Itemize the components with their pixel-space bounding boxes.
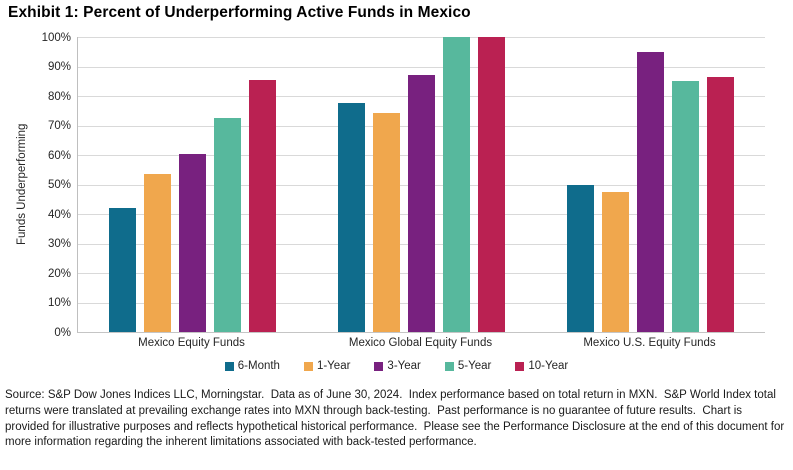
gridline — [78, 37, 765, 38]
y-tick-label: 60% — [47, 149, 71, 162]
bar-group — [536, 37, 765, 332]
bar-1-year-1 — [144, 174, 171, 332]
y-tick-label: 40% — [47, 208, 71, 221]
legend-label: 3-Year — [387, 360, 421, 372]
y-tick-label: 80% — [47, 90, 71, 103]
legend-label: 1-Year — [316, 360, 351, 372]
plot-area — [77, 37, 765, 333]
legend-swatch-icon — [374, 361, 384, 371]
bar-10-year-1 — [249, 79, 276, 332]
legend: 6-Month 1-Year 3-Year 5-Year 10-Year — [0, 360, 793, 372]
bar-groups — [78, 37, 765, 332]
bar-5-year-2 — [443, 37, 470, 332]
bar-1-year-3 — [602, 191, 629, 332]
legend-swatch-icon — [303, 361, 313, 371]
bar-5-year-1 — [214, 117, 241, 332]
legend-swatch-icon — [515, 361, 525, 371]
legend-swatch-icon — [224, 361, 234, 371]
legend-item-10-year: 10-Year — [515, 360, 568, 372]
category-label: Mexico U.S. Equity Funds — [583, 337, 716, 349]
y-tick-label: 0% — [54, 326, 71, 339]
legend-label: 10-Year — [528, 360, 569, 372]
bar-group — [78, 37, 307, 332]
category-label: Mexico Global Equity Funds — [348, 337, 493, 349]
bar-6-month-2 — [338, 102, 365, 332]
bar-1-year-2 — [373, 113, 400, 332]
y-tick-label: 90% — [47, 61, 71, 73]
legend-item-3-year: 3-Year — [374, 360, 421, 372]
legend-item-1-year: 1-Year — [303, 360, 351, 372]
bar-group — [307, 37, 536, 332]
bar-10-year-3 — [707, 76, 734, 332]
y-tick-label: 30% — [47, 238, 71, 250]
y-tick-label: 70% — [47, 120, 71, 132]
legend-item-6-month: 6-Month — [224, 360, 280, 372]
source-text: Source: S&P Dow Jones Indices LLC, Morni… — [5, 389, 788, 449]
legend-label: 6-Month — [237, 360, 280, 372]
bar-10-year-2 — [478, 37, 505, 332]
x-axis-category-labels: Mexico Equity Funds Mexico Global Equity … — [77, 337, 764, 349]
y-tick-label: 10% — [47, 297, 71, 309]
bar-3-year-1 — [179, 153, 206, 332]
y-tick-label: 50% — [47, 179, 71, 191]
legend-swatch-icon — [444, 361, 454, 371]
bar-5-year-3 — [672, 81, 699, 332]
legend-item-5-year: 5-Year — [444, 360, 492, 372]
bar-6-month-3 — [567, 184, 594, 332]
bar-3-year-2 — [408, 75, 435, 332]
y-tick-label: 100% — [41, 31, 71, 44]
bar-6-month-1 — [109, 208, 136, 332]
page-title: Exhibit 1: Percent of Underperforming Ac… — [8, 4, 471, 21]
bar-3-year-3 — [637, 51, 664, 332]
gridline — [78, 66, 765, 68]
legend-label: 5-Year — [457, 360, 492, 372]
category-label: Mexico Equity Funds — [138, 337, 245, 349]
y-tick-label: 20% — [47, 267, 71, 280]
